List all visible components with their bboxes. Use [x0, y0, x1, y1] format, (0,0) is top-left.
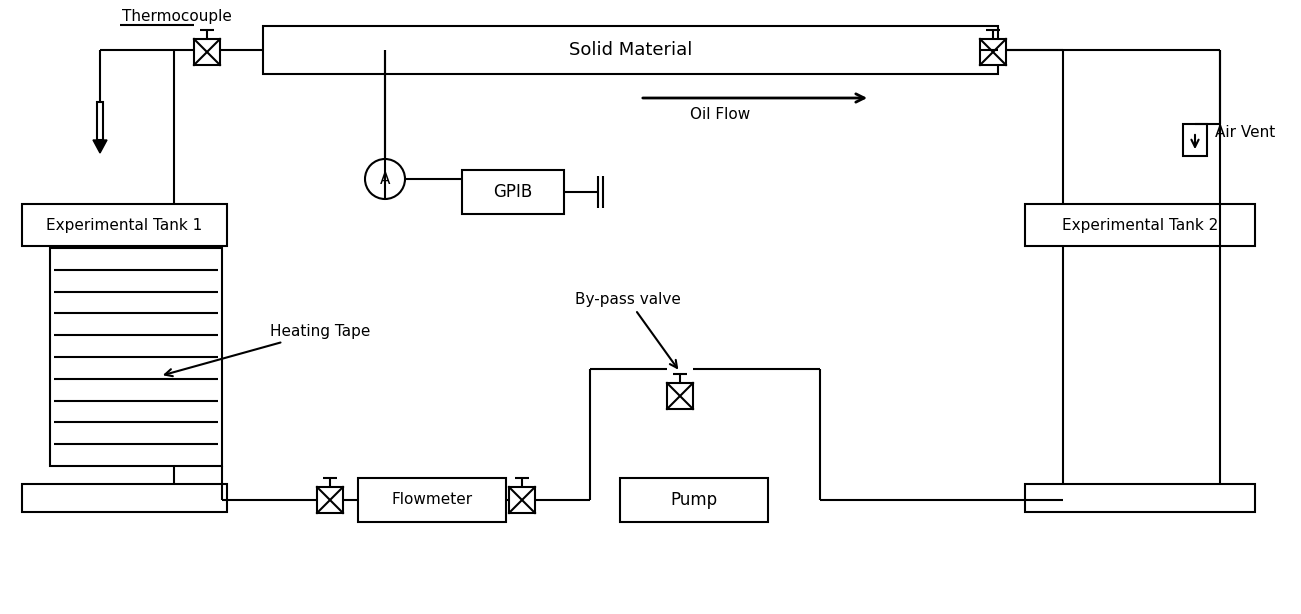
Text: Flowmeter: Flowmeter	[392, 492, 472, 508]
Bar	[194, 39, 220, 65]
Text: Solid Material: Solid Material	[569, 41, 692, 59]
Text: Heating Tape: Heating Tape	[165, 324, 371, 376]
Bar	[317, 487, 343, 513]
Bar	[49, 248, 222, 466]
Bar	[358, 478, 506, 522]
Text: Pump: Pump	[670, 491, 718, 509]
Bar	[1183, 124, 1207, 156]
Bar	[509, 487, 535, 513]
Polygon shape	[92, 140, 107, 153]
Text: Experimental Tank 2: Experimental Tank 2	[1062, 217, 1218, 233]
Text: Oil Flow: Oil Flow	[690, 106, 751, 122]
Bar	[98, 102, 103, 140]
Bar	[980, 39, 1006, 65]
Text: Air Vent: Air Vent	[1215, 125, 1275, 139]
Text: GPIB: GPIB	[493, 183, 532, 201]
Bar	[1025, 204, 1255, 246]
Bar	[667, 383, 693, 409]
Text: Thermocouple: Thermocouple	[122, 9, 232, 24]
Text: A: A	[380, 171, 390, 187]
Text: Experimental Tank 1: Experimental Tank 1	[47, 217, 203, 233]
Bar	[462, 170, 565, 214]
Bar	[621, 478, 768, 522]
Bar	[1025, 484, 1255, 512]
Bar	[22, 204, 226, 246]
Bar	[22, 484, 226, 512]
Text: By-pass valve: By-pass valve	[575, 292, 680, 368]
Bar	[263, 26, 998, 74]
